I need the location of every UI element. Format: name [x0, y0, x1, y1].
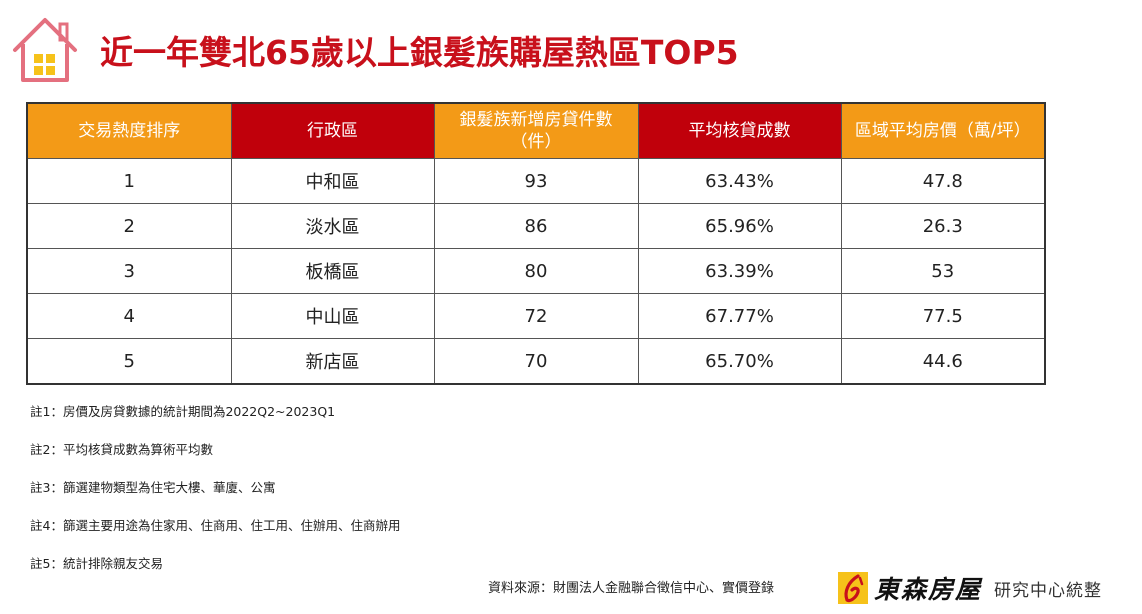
note-4: 註4：篩選主要用途為住家用、住商用、住工用、住辦用、住商辦用	[30, 518, 401, 533]
cell-loan-ratio: 63.43%	[637, 158, 842, 204]
table-header-row: 交易熱度排序 行政區 銀髮族新增房貸件數（件） 平均核貸成數 區域平均房價（萬/…	[26, 102, 1046, 159]
cell-loan-ratio: 65.70%	[637, 338, 842, 385]
note-1: 註1：房價及房貸數據的統計期間為2022Q2~2023Q1	[30, 404, 336, 419]
cell-avg-price: 77.5	[840, 293, 1046, 339]
brand-mark-icon	[838, 572, 868, 604]
cell-rank: 5	[26, 338, 232, 385]
cell-loan-ratio: 63.39%	[637, 248, 842, 294]
cell-district: 中山區	[230, 293, 435, 339]
brand-name: 東森房屋	[874, 575, 983, 604]
cell-avg-price: 47.8	[840, 158, 1046, 204]
table-row: 5 新店區 70 65.70% 44.6	[26, 338, 1046, 385]
cell-rank: 4	[26, 293, 232, 339]
header-rank: 交易熱度排序	[26, 102, 232, 159]
cell-rank: 3	[26, 248, 232, 294]
cell-loan-count: 72	[433, 293, 639, 339]
header-avg-price: 區域平均房價（萬/坪）	[840, 102, 1046, 159]
header-district: 行政區	[230, 102, 435, 159]
cell-district: 板橋區	[230, 248, 435, 294]
cell-district: 中和區	[230, 158, 435, 204]
note-5: 註5：統計排除親友交易	[30, 556, 163, 571]
cell-loan-count: 70	[433, 338, 639, 385]
cell-district: 淡水區	[230, 203, 435, 249]
note-3: 註3：篩選建物類型為住宅大樓、華廈、公寓	[30, 480, 276, 495]
header-loan-count: 銀髮族新增房貸件數（件）	[433, 102, 639, 159]
data-table: 交易熱度排序 行政區 銀髮族新增房貸件數（件） 平均核貸成數 區域平均房價（萬/…	[26, 102, 1046, 385]
table-row: 4 中山區 72 67.77% 77.5	[26, 293, 1046, 339]
cell-loan-ratio: 65.96%	[637, 203, 842, 249]
cell-loan-ratio: 67.77%	[637, 293, 842, 339]
cell-rank: 1	[26, 158, 232, 204]
brand-suffix: 研究中心統整	[994, 580, 1103, 601]
house-icon	[13, 18, 77, 82]
notes-section: 註1：房價及房貸數據的統計期間為2022Q2~2023Q1 註2：平均核貸成數為…	[30, 404, 400, 594]
table-row: 2 淡水區 86 65.96% 26.3	[26, 203, 1046, 249]
cell-avg-price: 44.6	[840, 338, 1046, 385]
cell-loan-count: 93	[433, 158, 639, 204]
data-source: 資料來源：財團法人金融聯合徵信中心、實價登錄	[488, 581, 775, 596]
cell-loan-count: 86	[433, 203, 639, 249]
cell-avg-price: 53	[840, 248, 1046, 294]
cell-loan-count: 80	[433, 248, 639, 294]
table-row: 1 中和區 93 63.43% 47.8	[26, 158, 1046, 204]
cell-district: 新店區	[230, 338, 435, 385]
brand-logo: 東森房屋 研究中心統整	[838, 570, 1102, 606]
cell-rank: 2	[26, 203, 232, 249]
note-2: 註2：平均核貸成數為算術平均數	[30, 442, 213, 457]
table-row: 3 板橋區 80 63.39% 53	[26, 248, 1046, 294]
header-loan-ratio: 平均核貸成數	[637, 102, 842, 159]
page-title: 近一年雙北65歲以上銀髮族購屋熱區TOP5	[100, 33, 739, 72]
cell-avg-price: 26.3	[840, 203, 1046, 249]
